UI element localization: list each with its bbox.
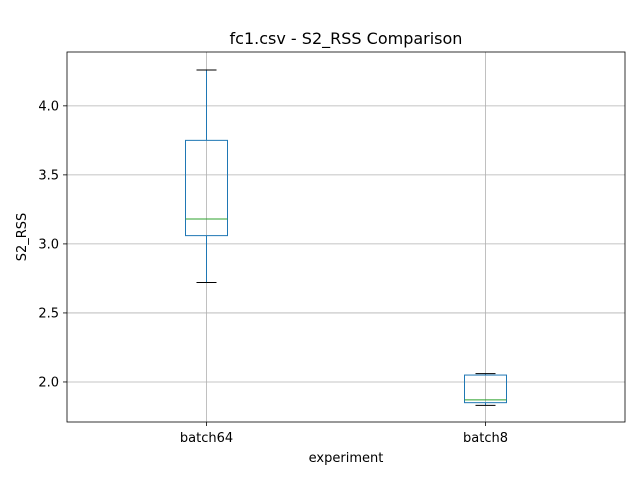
box-batch8 <box>464 373 507 406</box>
y-tick-label-3: 3.5 <box>38 168 59 183</box>
x-tick-label-batch64: batch64 <box>180 431 233 446</box>
y-tick-label-1: 2.5 <box>38 306 59 321</box>
x-tick-label-batch8: batch8 <box>463 431 508 446</box>
chart-title: fc1.csv - S2_RSS Comparison <box>230 29 463 49</box>
plot-frame <box>66 51 626 423</box>
y-tick-label-4: 4.0 <box>38 99 59 114</box>
box-elements <box>185 69 507 406</box>
y-tick-label-2: 3.0 <box>38 237 59 252</box>
box-batch64 <box>185 69 228 284</box>
iqr-box-batch64 <box>185 139 228 237</box>
x-axis-ticks: batch64 batch8 <box>180 422 508 446</box>
grid-lines <box>67 52 625 422</box>
y-tick-label-0: 2.0 <box>38 375 59 390</box>
y-axis-ticks: 2.0 2.5 3.0 3.5 4.0 <box>38 99 67 390</box>
y-axis-label: S2_RSS <box>15 213 30 262</box>
x-axis-label: experiment <box>309 451 384 466</box>
iqr-box-batch8 <box>464 374 507 404</box>
